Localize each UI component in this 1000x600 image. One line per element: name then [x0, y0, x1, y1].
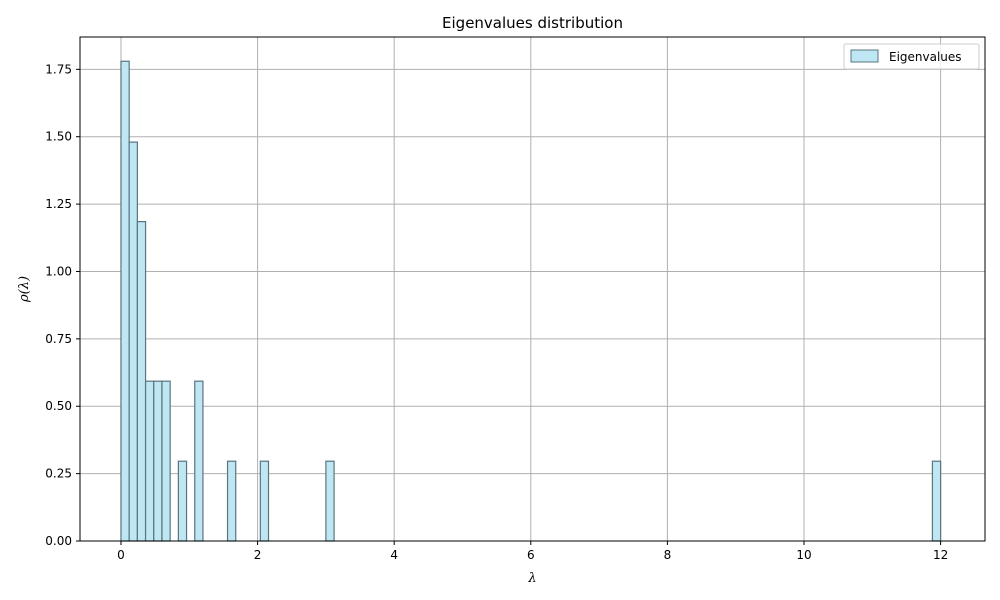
y-tick-label: 1.25: [45, 197, 72, 211]
y-tick-label: 0.75: [45, 332, 72, 346]
y-axis-label: ρ(λ): [17, 276, 32, 303]
chart-title: Eigenvalues distribution: [442, 14, 623, 32]
x-axis-ticks: 0 2 4 6 8 10 12: [117, 541, 948, 562]
histogram-bar: [136, 221, 147, 542]
y-tick-label: 0.25: [45, 467, 72, 481]
x-tick-label: 10: [796, 548, 811, 562]
histogram-bar: [144, 380, 155, 542]
y-tick-label: 1.00: [45, 264, 72, 278]
x-tick-label: 4: [390, 548, 398, 562]
histogram-bar: [153, 380, 163, 542]
histogram-bar: [177, 460, 188, 542]
y-tick-label: 0.00: [45, 534, 72, 548]
histogram-bar: [931, 460, 942, 542]
histogram-bar: [161, 380, 171, 542]
histogram-bar: [120, 60, 130, 542]
y-tick-label: 0.50: [45, 399, 72, 413]
histogram-bar: [194, 380, 204, 542]
histogram-bar: [128, 141, 138, 542]
histogram-bar: [226, 460, 237, 542]
x-tick-label: 2: [254, 548, 262, 562]
y-axis-ticks: 0.00 0.25 0.50 0.75 1.00 1.25 1.50 1.75: [45, 62, 80, 548]
legend-swatch: [850, 49, 879, 63]
x-tick-label: 0: [117, 548, 125, 562]
y-tick-label: 1.75: [45, 62, 72, 76]
legend: Eigenvalues: [843, 43, 980, 70]
legend-label: Eigenvalues: [889, 50, 962, 64]
x-tick-label: 6: [527, 548, 535, 562]
y-tick-label: 1.50: [45, 130, 72, 144]
plot-frame: [79, 36, 986, 542]
histogram-bar: [259, 460, 270, 542]
x-tick-label: 12: [933, 548, 948, 562]
histogram-bar: [325, 460, 335, 542]
x-tick-label: 8: [664, 548, 672, 562]
x-axis-label: λ: [527, 571, 536, 586]
